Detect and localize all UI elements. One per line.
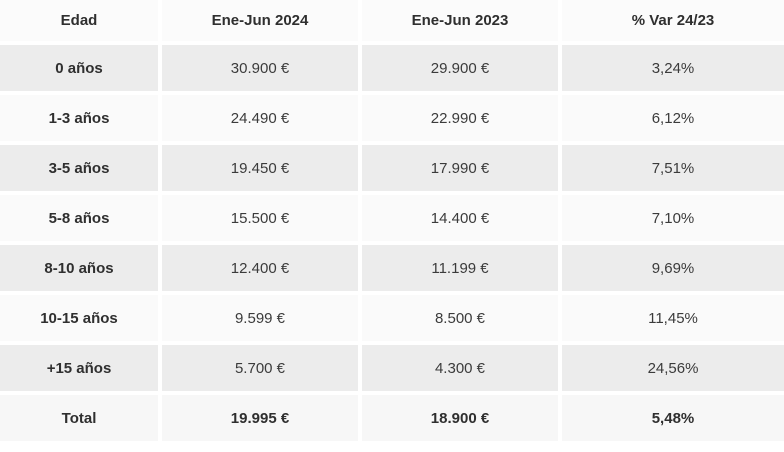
- variation-cell: 11,45%: [562, 295, 784, 341]
- total-2024-cell: 19.995 €: [162, 395, 358, 441]
- age-cell: 10-15 años: [0, 295, 158, 341]
- age-cell: +15 años: [0, 345, 158, 391]
- value-2023-cell: 17.990 €: [362, 145, 558, 191]
- value-2023-cell: 8.500 €: [362, 295, 558, 341]
- value-2024-cell: 30.900 €: [162, 45, 358, 91]
- value-2024-cell: 9.599 €: [162, 295, 358, 341]
- price-comparison-table: Edad Ene-Jun 2024 Ene-Jun 2023 % Var 24/…: [0, 0, 784, 441]
- variation-cell: 6,12%: [562, 95, 784, 141]
- total-2023-cell: 18.900 €: [362, 395, 558, 441]
- value-2024-cell: 24.490 €: [162, 95, 358, 141]
- value-2023-cell: 4.300 €: [362, 345, 558, 391]
- variation-cell: 24,56%: [562, 345, 784, 391]
- value-2024-cell: 19.450 €: [162, 145, 358, 191]
- value-2024-cell: 15.500 €: [162, 195, 358, 241]
- variation-cell: 3,24%: [562, 45, 784, 91]
- column-header-variation: % Var 24/23: [562, 0, 784, 41]
- total-variation-cell: 5,48%: [562, 395, 784, 441]
- age-cell: 1-3 años: [0, 95, 158, 141]
- value-2023-cell: 22.990 €: [362, 95, 558, 141]
- age-cell: 3-5 años: [0, 145, 158, 191]
- column-header-2024: Ene-Jun 2024: [162, 0, 358, 41]
- value-2023-cell: 14.400 €: [362, 195, 558, 241]
- value-2023-cell: 11.199 €: [362, 245, 558, 291]
- variation-cell: 7,10%: [562, 195, 784, 241]
- age-cell: 5-8 años: [0, 195, 158, 241]
- age-cell: 8-10 años: [0, 245, 158, 291]
- variation-cell: 9,69%: [562, 245, 784, 291]
- column-header-2023: Ene-Jun 2023: [362, 0, 558, 41]
- total-label-cell: Total: [0, 395, 158, 441]
- value-2023-cell: 29.900 €: [362, 45, 558, 91]
- column-header-age: Edad: [0, 0, 158, 41]
- variation-cell: 7,51%: [562, 145, 784, 191]
- value-2024-cell: 12.400 €: [162, 245, 358, 291]
- age-cell: 0 años: [0, 45, 158, 91]
- value-2024-cell: 5.700 €: [162, 345, 358, 391]
